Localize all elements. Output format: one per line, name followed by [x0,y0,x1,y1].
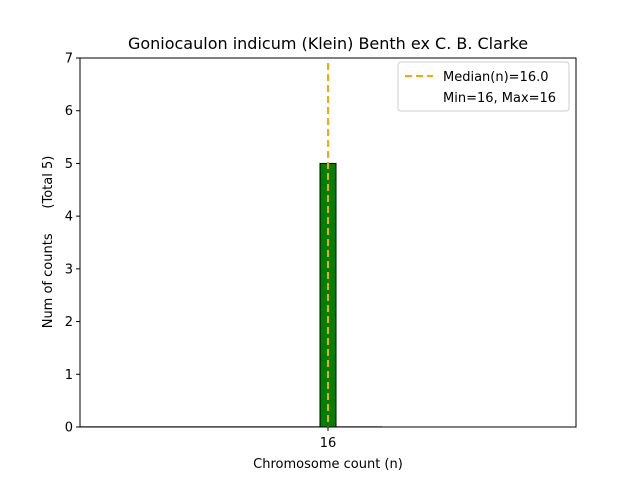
x-tick-label: 16 [320,436,337,451]
y-axis-label: Num of counts (Total 5) [41,156,56,329]
y-tick-label: 1 [65,368,73,383]
y-tick-label: 2 [65,315,73,330]
y-tick-label: 0 [65,421,73,436]
y-tick-label: 3 [65,262,73,277]
y-tick-label: 7 [65,52,73,67]
x-axis-label: Chromosome count (n) [253,457,403,472]
legend-entry-median: Median(n)=16.0 [443,70,549,85]
legend: Median(n)=16.0 Min=16, Max=16 [397,61,570,112]
legend-box [397,61,570,112]
legend-entry-minmax: Min=16, Max=16 [443,91,556,106]
y-tick-label: 4 [65,210,73,225]
y-tick-label: 5 [65,157,73,172]
y-tick-label: 6 [65,104,73,119]
chart-title: Goniocaulon indicum (Klein) Benth ex C. … [128,34,528,53]
